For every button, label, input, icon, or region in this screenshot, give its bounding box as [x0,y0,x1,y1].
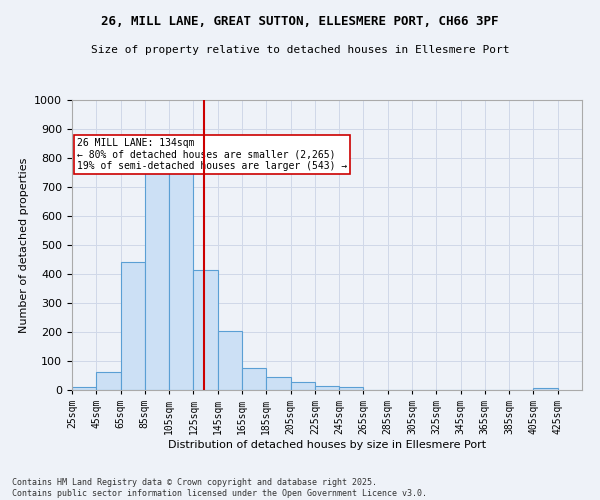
Bar [145,169,169,390]
Bar [72,387,96,390]
Bar [533,388,558,390]
Bar [218,330,242,390]
Bar [169,169,193,390]
X-axis label: Distribution of detached houses by size in Ellesmere Port: Distribution of detached houses by size … [168,440,486,450]
Text: Size of property relative to detached houses in Ellesmere Port: Size of property relative to detached ho… [91,45,509,55]
Bar [266,377,290,390]
Bar [193,270,218,390]
Text: 26 MILL LANE: 134sqm
← 80% of detached houses are smaller (2,265)
19% of semi-de: 26 MILL LANE: 134sqm ← 80% of detached h… [77,138,347,171]
Bar [315,386,339,390]
Bar [290,382,315,390]
Bar [242,368,266,390]
Bar [96,372,121,390]
Text: Contains HM Land Registry data © Crown copyright and database right 2025.
Contai: Contains HM Land Registry data © Crown c… [12,478,427,498]
Bar [339,387,364,390]
Bar [121,262,145,390]
Text: 26, MILL LANE, GREAT SUTTON, ELLESMERE PORT, CH66 3PF: 26, MILL LANE, GREAT SUTTON, ELLESMERE P… [101,15,499,28]
Y-axis label: Number of detached properties: Number of detached properties [19,158,29,332]
